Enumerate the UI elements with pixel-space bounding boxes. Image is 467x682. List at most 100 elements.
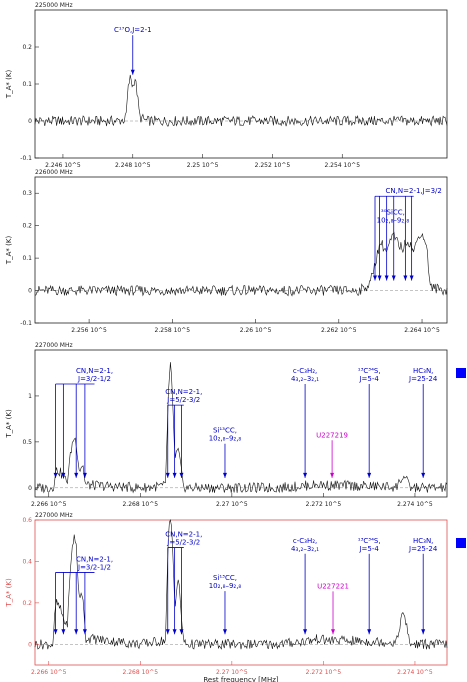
plot-frame: [34, 519, 448, 666]
line-label-transition: J=5-4: [358, 545, 379, 553]
line-label-transition: 4₃,₂–3₂,₁: [291, 545, 319, 553]
x-tick-label: 2.274 10^5: [397, 501, 433, 508]
x-axis-title: Rest frequency [MHz]: [203, 676, 279, 682]
panel-header-label: 226000 MHz: [35, 169, 73, 176]
arrow-head: [303, 472, 308, 478]
line-label: ¹³C³⁴S,: [358, 367, 381, 375]
panel-header-label: 225000 MHz: [35, 2, 73, 9]
line-label-transition: J=25-24: [408, 375, 438, 383]
arrow-head: [61, 472, 66, 478]
arrow-head: [74, 629, 79, 635]
x-tick-label: 2.264 10^5: [404, 327, 440, 334]
panel-4: 227000 MHz 0 0.2 0.4 0.6 2.266 10^5 2.268 10^5…: [5, 512, 466, 682]
line-label-transition: J=25-24: [408, 545, 438, 553]
arrow-head: [391, 275, 396, 281]
line-label-transition: 10₂,₈–9₂,₈: [209, 582, 242, 590]
panel-header-label: 227000 MHz: [35, 342, 73, 349]
arrow-head: [53, 472, 58, 478]
x-tick-label: 2.254 10^5: [324, 162, 360, 169]
y-tick-label: 0: [28, 485, 32, 492]
y-axis-label: T_A* (K): [5, 578, 13, 608]
x-tick-label: 2.252 10^5: [255, 162, 291, 169]
line-label: CN,N=2-1,: [165, 388, 202, 396]
y-tick-label: 0.4: [22, 558, 32, 565]
arrow-head: [367, 629, 372, 635]
line-label: ³⁰SiCC,: [381, 208, 405, 216]
line-label: Si¹³CC,: [213, 427, 237, 435]
arrow-head: [165, 629, 170, 635]
arrow-head: [303, 629, 308, 635]
x-tick-label: 2.27 10^5: [216, 501, 248, 508]
y-tick-label: 0.6: [22, 517, 32, 524]
arrow-head: [373, 275, 378, 281]
x-tick-label: 2.272 10^5: [306, 669, 342, 676]
spectrum-line: [34, 362, 448, 494]
line-label-transition: J=3/2-1/2: [77, 563, 111, 571]
spectrum-line: [34, 231, 448, 297]
y-tick-label: 0: [28, 288, 32, 295]
line-label: U227221: [317, 582, 349, 590]
y-tick-label: 0.2: [22, 44, 32, 51]
arrow-head: [53, 629, 58, 635]
x-tick-label: 2.246 10^5: [45, 162, 81, 169]
line-label-transition: J=5-4: [358, 375, 379, 383]
arrow-head: [172, 629, 177, 635]
arrow-head: [421, 472, 426, 478]
line-label: U227219: [316, 431, 348, 439]
y-tick-label: -0.1: [20, 155, 32, 162]
x-tick-label: 2.258 10^5: [155, 327, 191, 334]
y-tick-label: 0.2: [22, 600, 32, 607]
x-tick-label: 2.274 10^5: [397, 669, 433, 676]
arrow-head: [222, 472, 227, 478]
x-tick-label: 2.268 10^5: [122, 669, 158, 676]
y-axis-label: T_A* (K): [5, 236, 13, 266]
line-label-transition: J=5/2-3/2: [166, 539, 200, 547]
y-tick-label: 0.5: [22, 439, 32, 446]
spectrum-line: [34, 518, 448, 650]
line-label-transition: J=5/2-3/2: [166, 396, 200, 404]
arrow-head: [179, 472, 184, 478]
x-tick-label: 2.266 10^5: [31, 501, 67, 508]
x-tick-label: 2.256 10^5: [71, 327, 107, 334]
line-label-transition: 4₃,₂–3₂,₁: [291, 375, 319, 383]
line-label: CN,N=2-1,J=3/2: [386, 187, 442, 195]
arrow-head: [165, 472, 170, 478]
y-axis-label: T_A* (K): [5, 70, 13, 100]
side-marker: [456, 368, 466, 378]
arrow-head: [384, 275, 389, 281]
arrow-head: [82, 472, 87, 478]
arrow-head: [377, 275, 382, 281]
y-tick-label: 0: [28, 118, 32, 125]
line-label: HC₃N,: [413, 537, 433, 545]
arrow-head: [74, 472, 79, 478]
x-tick-label: 2.248 10^5: [115, 162, 151, 169]
y-tick-label: 0.2: [22, 223, 32, 230]
y-tick-label: 0.1: [22, 81, 32, 88]
line-label: HC₃N,: [413, 367, 433, 375]
arrow-head: [222, 629, 227, 635]
line-label: c-C₃H₂,: [293, 367, 317, 375]
line-label: CN,N=2-1,: [76, 367, 113, 375]
arrow-head: [330, 472, 335, 478]
panel-2: 226000 MHz -0.1 0 0.1 0.2 0.3 2.256 10^5 2.258 …: [5, 169, 448, 334]
y-tick-label: 0: [28, 641, 32, 648]
panel-3: 227000 MHz 0 0.5 1 2.266 10^5 2.268 10^5 2.27 …: [5, 342, 466, 508]
line-label: ¹³C³⁴S,: [358, 537, 381, 545]
line-label: c-C₃H₂,: [293, 537, 317, 545]
x-tick-label: 2.268 10^5: [122, 501, 158, 508]
arrow-head: [130, 69, 135, 75]
plot-frame: [34, 176, 448, 324]
y-tick-label: 0.3: [22, 190, 32, 197]
arrow-head: [179, 629, 184, 635]
line-label: CN,N=2-1,: [76, 555, 113, 563]
x-tick-label: 2.26 10^5: [240, 327, 272, 334]
line-label-transition: J=3/2-1/2: [77, 375, 111, 383]
arrow-head: [409, 275, 414, 281]
arrow-head: [331, 629, 336, 635]
arrow-head: [367, 472, 372, 478]
y-tick-label: 1: [28, 393, 32, 400]
arrow-head: [403, 275, 408, 281]
arrow-head: [61, 629, 66, 635]
x-tick-label: 2.25 10^5: [187, 162, 219, 169]
